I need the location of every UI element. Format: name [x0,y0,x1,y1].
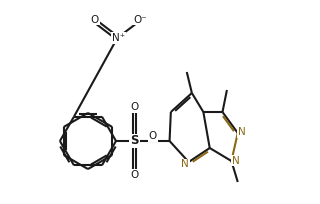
Text: S: S [130,134,139,147]
Text: O: O [149,131,157,141]
Text: N: N [238,127,246,137]
Text: O: O [91,14,99,24]
Text: N⁺: N⁺ [112,33,125,43]
Text: O⁻: O⁻ [133,14,147,24]
Text: O: O [130,102,139,112]
Text: N: N [181,160,189,170]
Text: N: N [232,156,239,166]
Text: O: O [130,170,139,180]
